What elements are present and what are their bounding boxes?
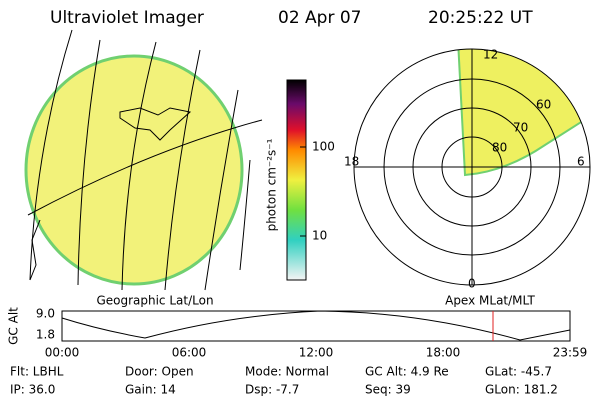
colorbar-tick-label: 10 xyxy=(312,229,327,243)
timeline-y-tick: 9.0 xyxy=(36,307,55,321)
polar-lat: 60 xyxy=(536,98,551,112)
time: 20:25:22 UT xyxy=(428,8,533,28)
polar xyxy=(353,48,591,286)
footer-field: Flt: LBHL xyxy=(10,365,64,379)
polar-lat: 80 xyxy=(492,141,507,155)
polar-hour: 18 xyxy=(344,155,359,169)
map xyxy=(24,29,263,291)
timeline xyxy=(61,310,571,342)
footer-field: Seq: 39 xyxy=(365,383,411,397)
colorbar-label: photon cm⁻²s⁻¹ xyxy=(265,138,279,231)
footer-field: GLon: 181.2 xyxy=(485,383,558,397)
footer-field: GC Alt: 4.9 Re xyxy=(365,365,449,379)
timeline-x-tick: 23:59 xyxy=(553,346,588,360)
title: Ultraviolet Imager xyxy=(50,8,204,28)
footer: Flt: LBHL Door: Open Mode: Normal GC Alt: 4… xyxy=(10,365,558,397)
polar-hour: 6 xyxy=(577,155,585,169)
map-label: Geographic Lat/Lon xyxy=(96,294,213,308)
polar-hour: 12 xyxy=(483,48,498,62)
polar-lat: 70 xyxy=(513,121,528,135)
date: 02 Apr 07 xyxy=(278,8,361,28)
polar-hour: 0 xyxy=(468,277,476,291)
polar-label: Apex MLat/MLT xyxy=(445,294,535,308)
timeline-x-tick: 18:00 xyxy=(426,346,461,360)
timeline-y-label: GC Alt xyxy=(7,307,21,345)
timeline-x-tick: 06:00 xyxy=(172,346,207,360)
timeline-x-tick: 12:00 xyxy=(299,346,334,360)
footer-field: GLat: -45.7 xyxy=(485,365,552,379)
colorbar xyxy=(286,79,307,281)
footer-field: Mode: Normal xyxy=(245,365,329,379)
footer-field: Dsp: -7.7 xyxy=(245,383,299,397)
footer-field: IP: 36.0 xyxy=(10,383,55,397)
timeline-x-tick: 00:00 xyxy=(45,346,80,360)
colorbar-tick-label: 100 xyxy=(312,140,335,154)
timeline-y-tick: 1.8 xyxy=(36,328,55,342)
footer-field: Door: Open xyxy=(125,365,194,379)
footer-field: Gain: 14 xyxy=(125,383,176,397)
